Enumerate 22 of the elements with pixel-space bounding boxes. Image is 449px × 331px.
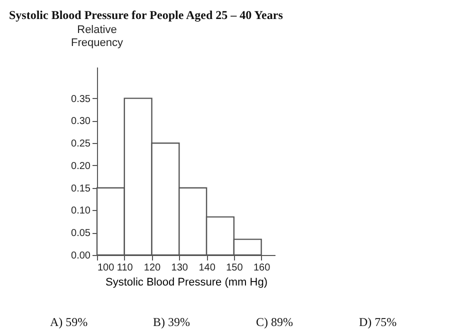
- y-tick-label: 0.00: [71, 250, 91, 262]
- y-tick-label: 0.25: [71, 138, 91, 150]
- x-tick-label: 160: [253, 262, 271, 274]
- x-tick-label: 140: [198, 262, 216, 274]
- text: A) 59%: [50, 315, 88, 329]
- x-tick-label: 120: [144, 262, 162, 274]
- x-tick-label: 130: [171, 262, 188, 274]
- x-tick-label: 100: [98, 262, 115, 274]
- text: B) 39%: [153, 315, 190, 329]
- y-axis-title: Relative Frequency: [71, 24, 124, 49]
- chart-title: Systolic Blood Pressure for People Aged 25 – 40 Years: [9, 8, 284, 22]
- y-tick-label: 0.05: [71, 228, 91, 240]
- y-tick-label: 0.35: [71, 94, 91, 105]
- y-tick-label: 0.20: [71, 160, 91, 172]
- x-axis-title: Systolic Blood Pressure (mm Hg): [106, 276, 268, 288]
- x-tick-label: 110: [116, 262, 134, 274]
- y-tick-label: 0.15: [71, 183, 91, 194]
- y-tick-label: 0.10: [71, 206, 91, 217]
- y-tick-label: 0.30: [71, 116, 91, 128]
- text: D) 75%: [359, 315, 397, 329]
- x-tick-label: 150: [226, 262, 244, 274]
- text: C) 89%: [256, 315, 293, 329]
